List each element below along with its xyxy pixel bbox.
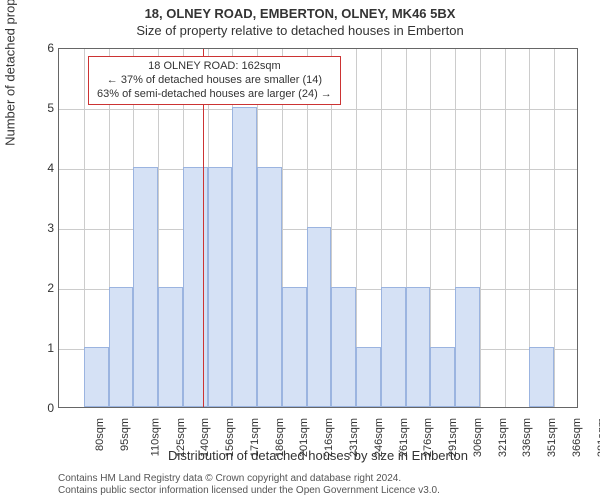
x-tick-label: 246sqm: [373, 418, 385, 457]
histogram-bar: [307, 227, 332, 407]
y-tick-label: 2: [34, 281, 54, 295]
grid-line-vertical: [480, 49, 481, 407]
grid-line-vertical: [554, 49, 555, 407]
x-tick-label: 140sqm: [200, 418, 212, 457]
y-tick-label: 3: [34, 221, 54, 235]
x-tick-label: 186sqm: [274, 418, 286, 457]
histogram-bar: [257, 167, 282, 407]
histogram-bar: [109, 287, 134, 407]
callout-line3: 63% of semi-detached houses are larger (…: [97, 88, 332, 102]
chart-container: 18, OLNEY ROAD, EMBERTON, OLNEY, MK46 5B…: [0, 0, 600, 500]
x-tick-label: 291sqm: [447, 418, 459, 457]
histogram-bar: [381, 287, 406, 407]
x-tick-label: 216sqm: [323, 418, 335, 457]
page-subtitle: Size of property relative to detached ho…: [0, 21, 600, 38]
footer-line2: Contains public sector information licen…: [58, 485, 440, 497]
page-title: 18, OLNEY ROAD, EMBERTON, OLNEY, MK46 5B…: [0, 0, 600, 21]
x-tick-label: 95sqm: [119, 418, 131, 451]
x-tick-label: 321sqm: [497, 418, 509, 457]
x-tick-label: 306sqm: [472, 418, 484, 457]
y-tick-label: 1: [34, 341, 54, 355]
x-tick-label: 351sqm: [546, 418, 558, 457]
histogram-bar: [133, 167, 158, 407]
histogram-bar: [282, 287, 307, 407]
callout-line2: ← 37% of detached houses are smaller (14…: [97, 74, 332, 88]
y-tick-label: 0: [34, 401, 54, 415]
x-tick-label: 276sqm: [422, 418, 434, 457]
x-tick-label: 110sqm: [149, 418, 161, 456]
footer-line1: Contains HM Land Registry data © Crown c…: [58, 473, 440, 485]
x-tick-label: 80sqm: [94, 418, 106, 451]
histogram-bar: [232, 107, 257, 407]
y-tick-label: 6: [34, 41, 54, 55]
y-tick-label: 5: [34, 101, 54, 115]
histogram-bar: [430, 347, 455, 407]
histogram-bar: [84, 347, 109, 407]
x-tick-label: 156sqm: [224, 418, 236, 457]
histogram-bar: [356, 347, 381, 407]
footer-attribution: Contains HM Land Registry data © Crown c…: [58, 473, 440, 497]
y-tick-label: 4: [34, 161, 54, 175]
histogram-bar: [208, 167, 233, 407]
histogram-bar: [406, 287, 431, 407]
x-tick-label: 125sqm: [175, 418, 187, 457]
y-axis-label: Number of detached properties: [3, 0, 18, 146]
x-tick-label: 231sqm: [348, 418, 360, 457]
histogram-bar: [455, 287, 480, 407]
grid-line-vertical: [505, 49, 506, 407]
x-tick-label: 366sqm: [571, 418, 583, 457]
x-tick-label: 261sqm: [398, 418, 410, 457]
x-tick-label: 201sqm: [299, 418, 311, 457]
callout-line1: 18 OLNEY ROAD: 162sqm: [97, 60, 332, 74]
histogram-bar: [529, 347, 554, 407]
grid-line-horizontal: [59, 109, 577, 110]
x-tick-label: 381sqm: [596, 418, 600, 457]
histogram-bar: [158, 287, 183, 407]
x-tick-label: 171sqm: [249, 418, 261, 457]
histogram-bar: [331, 287, 356, 407]
x-tick-label: 336sqm: [521, 418, 533, 457]
marker-callout: 18 OLNEY ROAD: 162sqm ← 37% of detached …: [88, 56, 341, 105]
